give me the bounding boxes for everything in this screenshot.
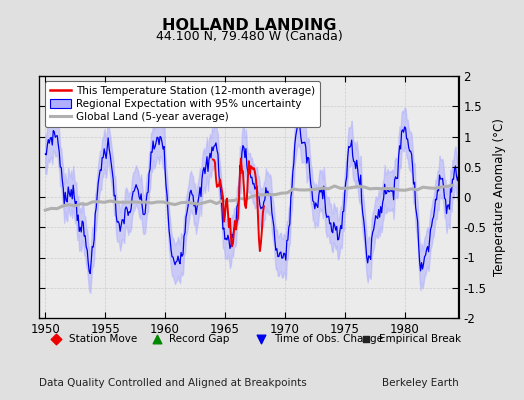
Y-axis label: Temperature Anomaly (°C): Temperature Anomaly (°C) — [493, 118, 506, 276]
Point — [257, 336, 266, 342]
Text: Data Quality Controlled and Aligned at Breakpoints: Data Quality Controlled and Aligned at B… — [39, 378, 307, 388]
Point — [362, 336, 370, 342]
Text: HOLLAND LANDING: HOLLAND LANDING — [161, 18, 336, 33]
Text: Berkeley Earth: Berkeley Earth — [382, 378, 458, 388]
Legend: This Temperature Station (12-month average), Regional Expectation with 95% uncer: This Temperature Station (12-month avera… — [45, 81, 320, 127]
Text: Record Gap: Record Gap — [169, 334, 230, 344]
Text: Time of Obs. Change: Time of Obs. Change — [274, 334, 383, 344]
Text: 44.100 N, 79.480 W (Canada): 44.100 N, 79.480 W (Canada) — [156, 30, 342, 43]
Text: Empirical Break: Empirical Break — [379, 334, 461, 344]
Point — [152, 336, 161, 342]
Text: Station Move: Station Move — [69, 334, 137, 344]
Point — [52, 336, 60, 342]
